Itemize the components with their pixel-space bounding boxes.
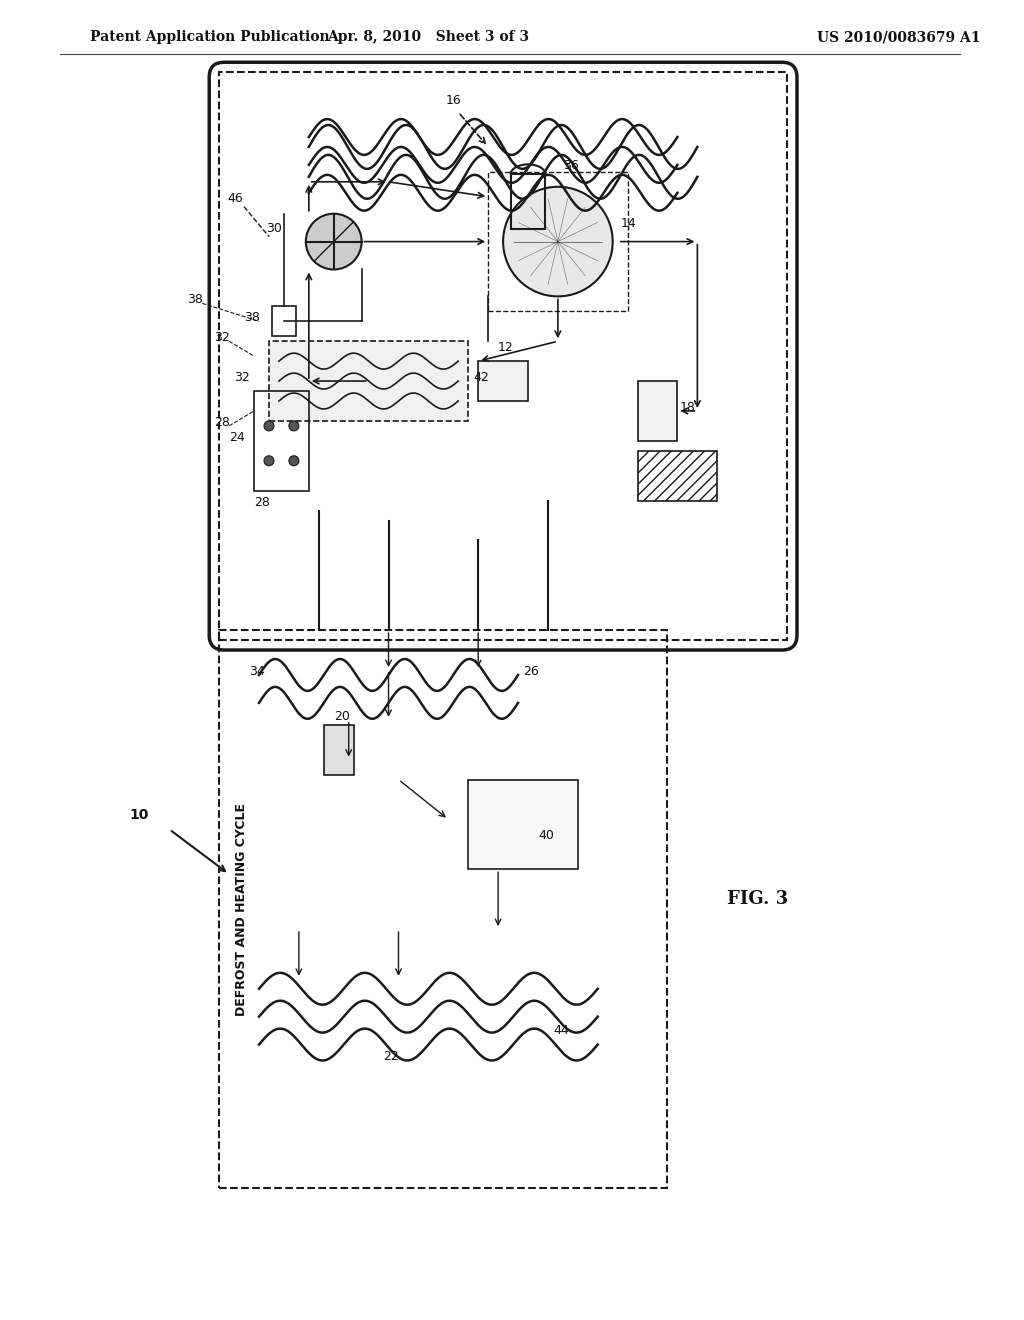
Text: 36: 36 — [563, 160, 579, 173]
Bar — [324, 725, 353, 775]
Bar — [511, 174, 546, 230]
Text: 34: 34 — [249, 665, 265, 678]
Text: 12: 12 — [498, 341, 514, 354]
Bar — [488, 172, 628, 312]
Text: FIG. 3: FIG. 3 — [727, 890, 788, 908]
Text: 42: 42 — [473, 371, 488, 384]
Circle shape — [503, 187, 612, 297]
Bar — [638, 381, 678, 441]
Text: 46: 46 — [227, 191, 243, 205]
Bar — [219, 630, 668, 1188]
Text: 32: 32 — [214, 331, 230, 345]
Bar — [219, 73, 787, 640]
Circle shape — [264, 455, 274, 466]
Text: 28: 28 — [254, 495, 270, 508]
Text: 40: 40 — [538, 829, 554, 842]
Text: 38: 38 — [244, 312, 260, 325]
Text: 14: 14 — [621, 216, 636, 230]
Bar — [272, 306, 296, 337]
Text: 10: 10 — [129, 808, 148, 822]
Bar — [478, 362, 528, 401]
Circle shape — [289, 421, 299, 430]
Circle shape — [289, 455, 299, 466]
Text: 20: 20 — [334, 710, 349, 723]
Text: 22: 22 — [384, 1051, 399, 1064]
Text: Patent Application Publication: Patent Application Publication — [90, 30, 330, 45]
Text: 18: 18 — [680, 401, 695, 414]
Text: 16: 16 — [445, 94, 461, 107]
Text: DEFROST AND HEATING CYCLE: DEFROST AND HEATING CYCLE — [234, 803, 248, 1015]
Circle shape — [264, 421, 274, 430]
Text: 44: 44 — [553, 1023, 568, 1036]
Text: 26: 26 — [523, 665, 539, 678]
Text: US 2010/0083679 A1: US 2010/0083679 A1 — [817, 30, 980, 45]
Text: 38: 38 — [187, 293, 203, 306]
Bar — [468, 780, 578, 869]
Bar — [269, 341, 468, 421]
Text: 28: 28 — [214, 416, 230, 429]
Text: Apr. 8, 2010   Sheet 3 of 3: Apr. 8, 2010 Sheet 3 of 3 — [328, 30, 529, 45]
Text: 30: 30 — [266, 222, 282, 235]
Bar — [638, 451, 717, 500]
Text: 24: 24 — [229, 430, 245, 444]
Text: 32: 32 — [234, 371, 250, 384]
Bar — [254, 391, 309, 491]
Circle shape — [306, 214, 361, 269]
